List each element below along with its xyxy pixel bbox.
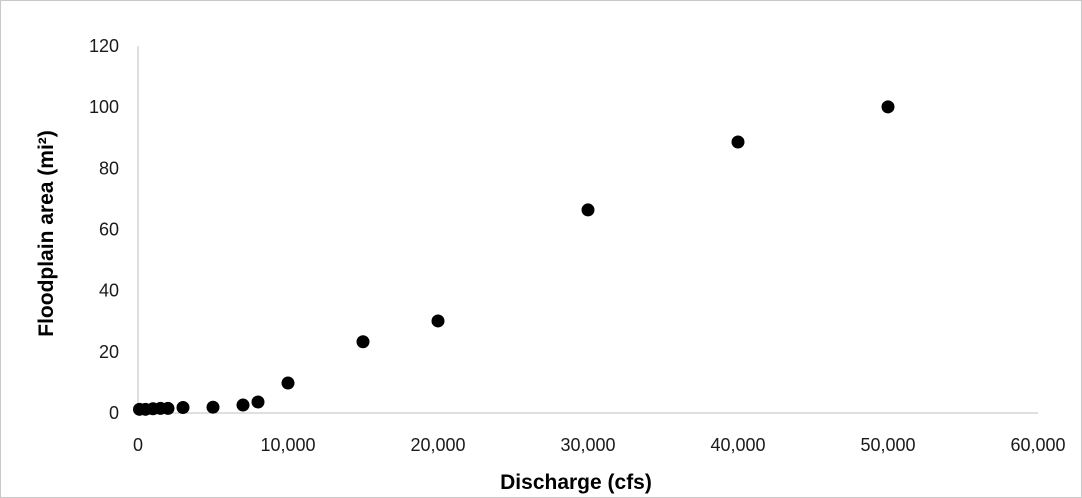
y-tick-label: 60 [99, 220, 119, 240]
y-tick-label: 80 [99, 158, 119, 178]
y-tick-label: 0 [109, 403, 119, 423]
x-axis-ticks: 0 10,000 20,000 30,000 40,000 50,000 60,000 [133, 435, 1066, 455]
y-tick-label: 120 [89, 36, 119, 56]
y-tick-label: 20 [99, 342, 119, 362]
x-tick-label: 20,000 [410, 435, 465, 455]
data-point [431, 314, 445, 328]
data-point [251, 395, 265, 409]
data-point [581, 203, 595, 217]
data-points [133, 100, 895, 416]
x-tick-label: 40,000 [710, 435, 765, 455]
y-axis-ticks: 0 20 40 60 80 100 120 [89, 36, 119, 423]
data-point [176, 400, 190, 414]
data-point [206, 400, 220, 414]
data-point [881, 100, 895, 114]
data-point [731, 135, 745, 149]
x-axis-title: Discharge (cfs) [500, 471, 652, 494]
x-tick-label: 30,000 [560, 435, 615, 455]
y-tick-label: 40 [99, 281, 119, 301]
x-tick-label: 10,000 [260, 435, 315, 455]
data-point [161, 401, 175, 415]
data-point [356, 335, 370, 349]
y-axis-title: Floodplain area (mi²) [35, 130, 58, 337]
x-tick-label: 0 [133, 435, 143, 455]
y-tick-label: 100 [89, 97, 119, 117]
x-tick-label: 50,000 [860, 435, 915, 455]
data-point [281, 376, 295, 390]
x-tick-label: 60,000 [1010, 435, 1065, 455]
data-point [236, 398, 250, 412]
